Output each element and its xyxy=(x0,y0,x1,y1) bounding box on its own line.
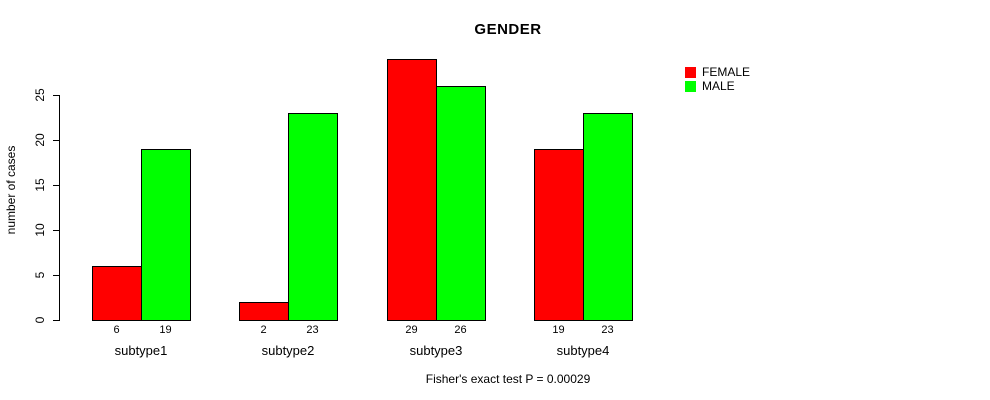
legend-swatch-male xyxy=(685,80,696,92)
category-label-subtype1: subtype1 xyxy=(114,343,168,358)
y-axis-tick-label: 10 xyxy=(33,223,47,237)
bar-value-label: 23 xyxy=(601,324,614,336)
y-axis-tick-label: 20 xyxy=(33,133,47,147)
bar-female-subtype4 xyxy=(534,149,584,321)
bar-male-subtype4 xyxy=(583,113,633,321)
y-axis-tick xyxy=(53,95,60,96)
bar-female-subtype2 xyxy=(239,302,289,321)
bar-male-subtype3 xyxy=(436,86,486,321)
legend-swatch-female xyxy=(685,66,696,78)
y-axis-tick xyxy=(53,230,60,231)
bar-female-subtype3 xyxy=(387,59,437,321)
y-axis-tick-label: 25 xyxy=(33,88,47,102)
bar-value-label: 2 xyxy=(260,324,267,336)
legend-item-female: FEMALE xyxy=(685,65,750,79)
bar-value-label: 19 xyxy=(159,324,172,336)
category-label-subtype3: subtype3 xyxy=(409,343,463,358)
bar-value-label: 29 xyxy=(405,324,418,336)
bar-value-label: 26 xyxy=(454,324,467,336)
category-label-subtype4: subtype4 xyxy=(556,343,610,358)
y-axis-tick xyxy=(53,140,60,141)
bar-value-label: 19 xyxy=(552,324,565,336)
y-axis-tick xyxy=(53,275,60,276)
y-axis-tick xyxy=(53,185,60,186)
bar-value-label: 23 xyxy=(306,324,319,336)
bar-male-subtype1 xyxy=(141,149,191,321)
legend-label: FEMALE xyxy=(702,65,751,79)
y-axis-tick-label: 5 xyxy=(33,271,47,279)
bar-female-subtype1 xyxy=(92,266,142,321)
chart-title: GENDER xyxy=(474,21,542,38)
y-axis-tick-label: 15 xyxy=(33,178,47,192)
y-axis-tick-label: 0 xyxy=(33,316,47,324)
legend-label: MALE xyxy=(702,79,735,93)
y-axis-label: number of cases xyxy=(4,145,18,235)
y-axis-line xyxy=(59,95,60,321)
category-label-subtype2: subtype2 xyxy=(261,343,315,358)
legend-item-male: MALE xyxy=(685,79,750,93)
stat-test-caption: Fisher's exact test P = 0.00029 xyxy=(425,372,591,386)
bar-value-label: 6 xyxy=(113,324,120,336)
legend: FEMALE MALE xyxy=(685,65,750,93)
y-axis-tick xyxy=(53,320,60,321)
bar-male-subtype2 xyxy=(288,113,338,321)
